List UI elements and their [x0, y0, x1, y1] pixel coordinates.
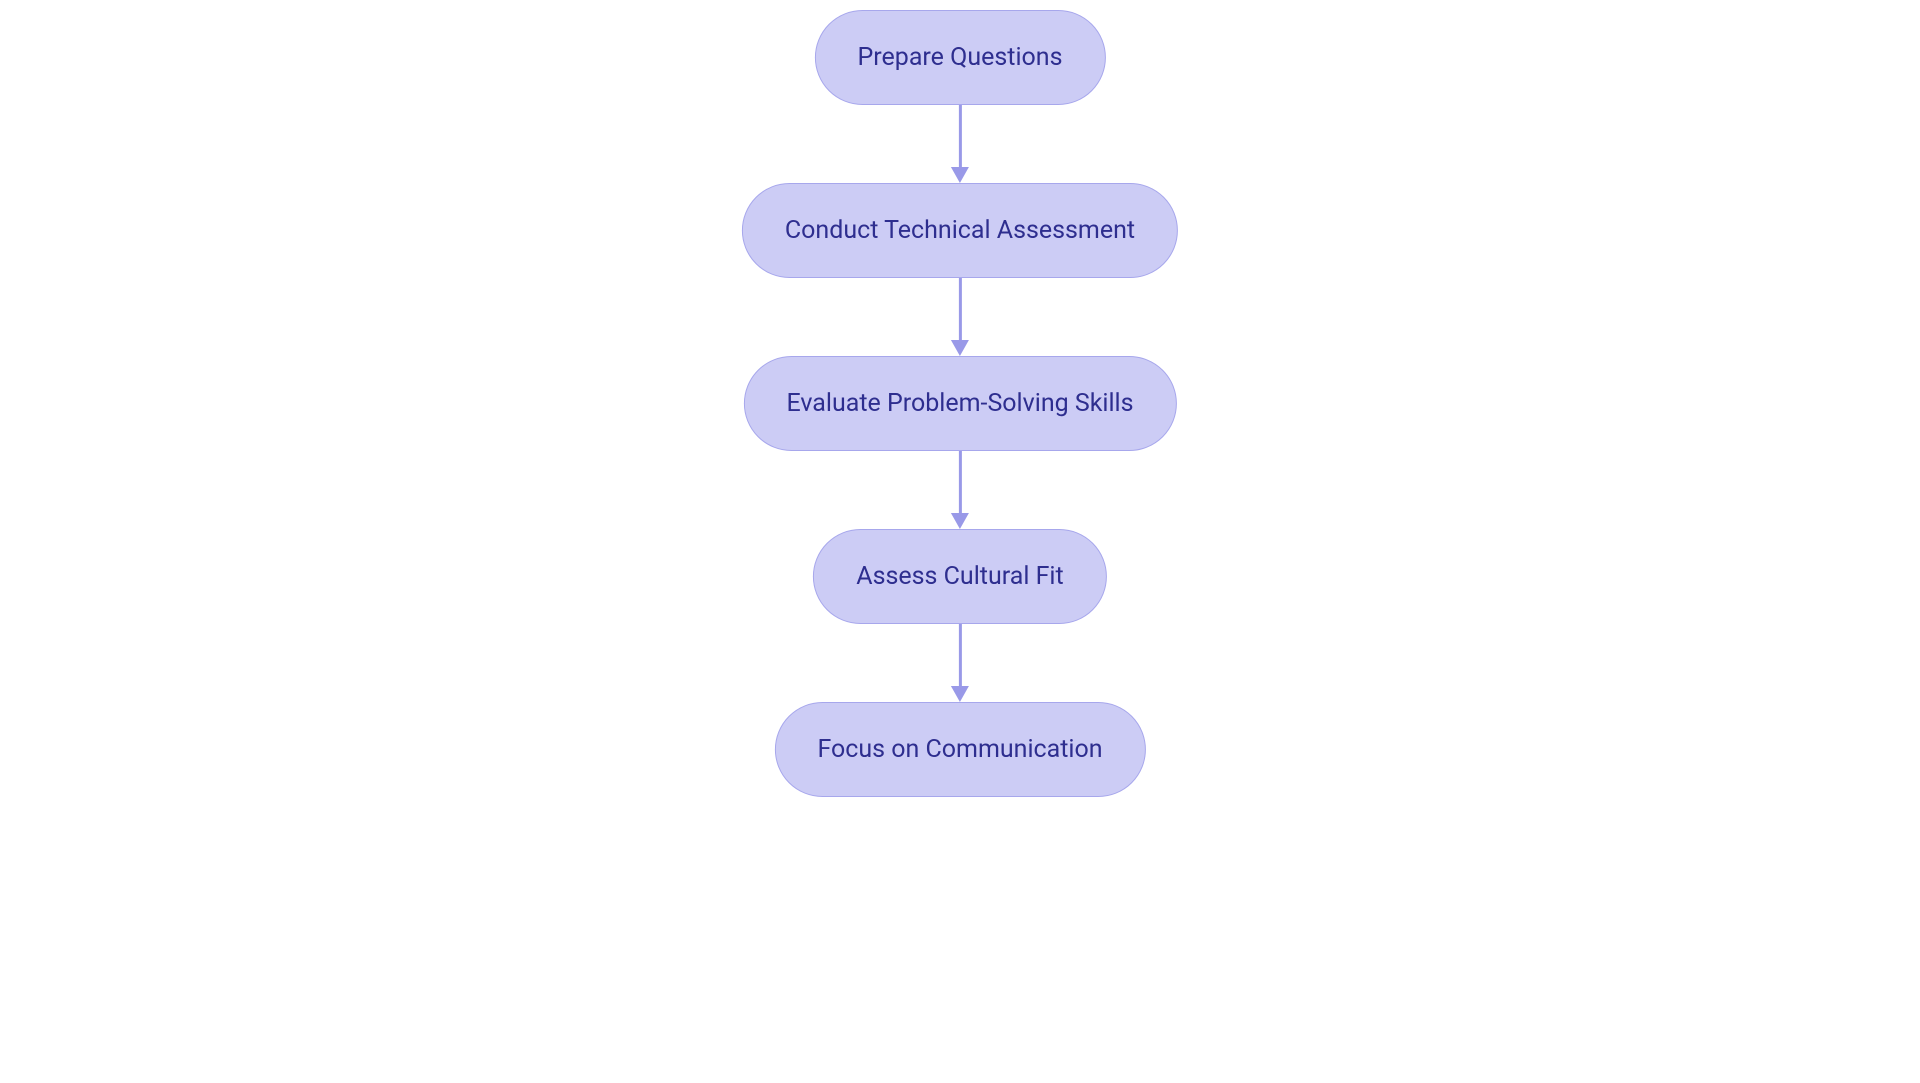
arrow-line [959, 624, 962, 686]
flowchart-container: Prepare Questions Conduct Technical Asse… [742, 10, 1178, 797]
flowchart-arrow [951, 451, 969, 529]
flowchart-arrow [951, 278, 969, 356]
flowchart-arrow [951, 624, 969, 702]
flowchart-node: Assess Cultural Fit [813, 529, 1106, 624]
arrow-head-icon [951, 513, 969, 529]
flowchart-node: Focus on Communication [774, 702, 1145, 797]
arrow-line [959, 105, 962, 167]
flowchart-node: Conduct Technical Assessment [742, 183, 1178, 278]
node-label: Evaluate Problem-Solving Skills [786, 389, 1133, 418]
arrow-line [959, 278, 962, 340]
arrow-line [959, 451, 962, 513]
arrow-head-icon [951, 686, 969, 702]
node-label: Conduct Technical Assessment [785, 216, 1135, 245]
node-label: Focus on Communication [817, 735, 1102, 764]
node-label: Prepare Questions [858, 43, 1063, 72]
flowchart-arrow [951, 105, 969, 183]
flowchart-node: Evaluate Problem-Solving Skills [743, 356, 1176, 451]
arrow-head-icon [951, 340, 969, 356]
node-label: Assess Cultural Fit [856, 562, 1063, 591]
flowchart-node: Prepare Questions [815, 10, 1106, 105]
arrow-head-icon [951, 167, 969, 183]
